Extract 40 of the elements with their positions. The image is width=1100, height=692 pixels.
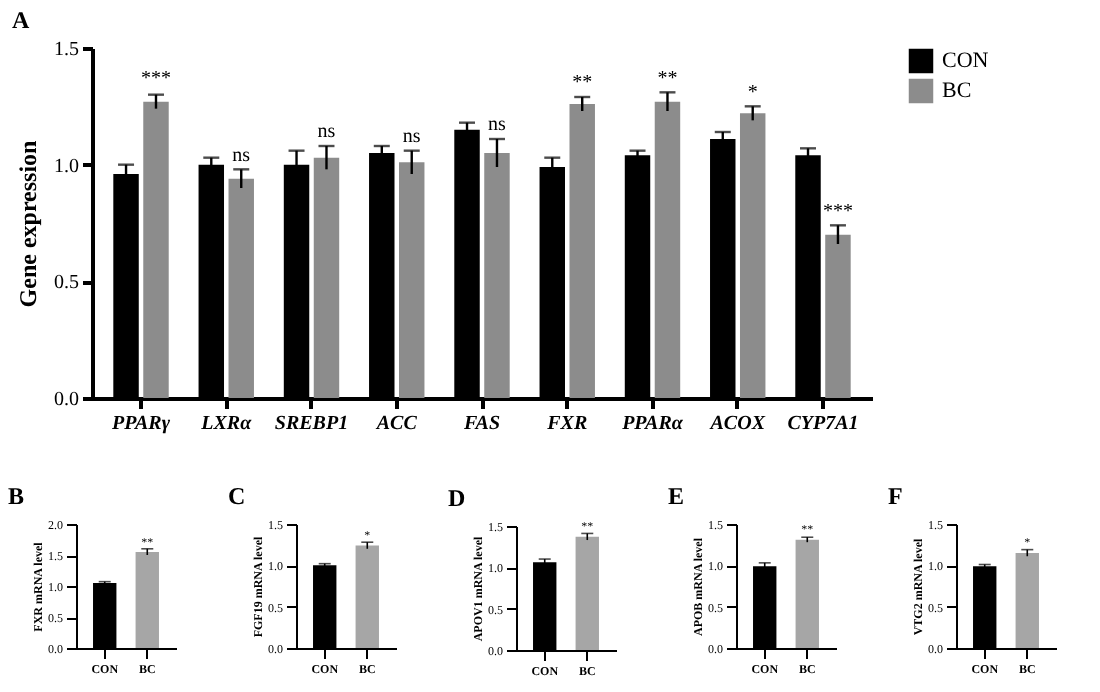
bar: [313, 157, 340, 398]
chart-title: D: [448, 483, 466, 512]
bar: [484, 153, 510, 398]
annotation: ***: [822, 200, 853, 223]
legend-label: CON: [942, 49, 989, 73]
bar: [825, 234, 851, 398]
x-tick-label: LXRα: [199, 413, 253, 435]
x-tick-label: CYP7A1: [787, 413, 859, 435]
x-tick-label: PPARα: [622, 413, 684, 435]
chart-title: E: [668, 482, 685, 510]
y-tick-label: 1.0: [54, 155, 79, 178]
y-tick-label: 0.0: [54, 389, 79, 411]
legend-label: BC: [942, 79, 972, 103]
chart-title: F: [888, 482, 903, 510]
annotation: ns: [488, 114, 507, 137]
x-tick-label: FAS: [462, 413, 501, 435]
bar: [569, 104, 595, 398]
chart-title: A: [12, 6, 30, 34]
annotation: ns: [232, 144, 251, 167]
x-tick-label: SREBP1: [274, 413, 349, 435]
x-tick-label: ACC: [374, 413, 418, 435]
annotation: **: [572, 72, 593, 95]
y-axis-title: Gene expression: [14, 139, 42, 308]
annotation: **: [657, 67, 678, 90]
x-tick-label: FXR: [545, 413, 588, 435]
bar: [739, 113, 766, 398]
x-tick-label: PPARγ: [112, 413, 172, 435]
annotation: ns: [317, 121, 336, 144]
bar: [654, 101, 681, 398]
annotation: ns: [402, 126, 421, 148]
x-tick-label: ACOX: [708, 413, 766, 435]
chart-title: C: [228, 482, 246, 510]
y-tick-label: 0.5: [54, 272, 79, 295]
annotation: ***: [140, 67, 171, 90]
y-tick-label: 1.5: [54, 39, 79, 61]
chart-title: B: [8, 482, 25, 510]
bar: [228, 178, 254, 398]
bar: [399, 162, 425, 398]
bar: [143, 101, 169, 398]
annotation: *: [747, 81, 758, 104]
